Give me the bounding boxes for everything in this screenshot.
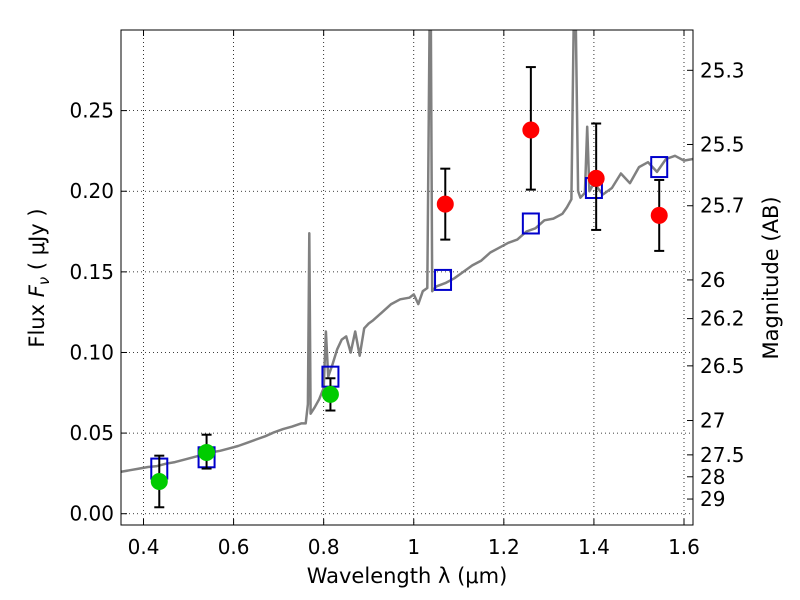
model-point-square: [521, 212, 540, 235]
data-point: [436, 195, 454, 213]
x-tick-label: 0.4: [128, 535, 160, 559]
x-tick-label: 1.4: [578, 535, 610, 559]
y-axis-title-prefix: Flux: [25, 297, 49, 347]
data-layer: [121, 30, 693, 480]
model-point-square: [434, 268, 453, 291]
data-point: [198, 443, 216, 461]
y2-tick-label: 27: [700, 409, 725, 433]
y2-tick-label: 25.5: [700, 132, 745, 156]
x-tick-label: 0.8: [308, 535, 340, 559]
data-point: [150, 472, 168, 490]
spectrum-line: [121, 30, 693, 474]
y-tick-label: 0.15: [69, 260, 114, 284]
x-tick-label: 1.6: [668, 535, 700, 559]
x-axis-title: Wavelength λ (μm): [307, 564, 508, 588]
x-tick-label: 1: [407, 535, 420, 559]
y2-tick-label: 29: [700, 487, 725, 511]
y-tick-label: 0.00: [69, 502, 114, 526]
y2-tick-label: 26.2: [700, 307, 745, 331]
y2-tick-label: 26.5: [700, 354, 745, 378]
y-tick-label: 0.10: [69, 340, 114, 364]
y2-tick-label: 25.7: [700, 194, 745, 218]
y2-tick-label: 26: [700, 268, 725, 292]
y-axis-title: Flux Fν ( μJy ): [25, 208, 53, 347]
data-point: [321, 385, 339, 403]
errorbar-layer: [150, 66, 668, 509]
data-point: [587, 169, 605, 187]
y-axis-title-F: F: [25, 284, 49, 297]
y-axis-title-suffix: ( μJy ): [25, 208, 49, 276]
grid: [121, 30, 693, 525]
plot-background: [121, 30, 693, 525]
x-tick-label: 0.6: [218, 535, 250, 559]
y2-axis-title: Magnitude (AB): [759, 196, 783, 359]
x-tick-label: 1.2: [488, 535, 520, 559]
data-point: [650, 206, 668, 224]
plot-frame: [120, 29, 694, 526]
ticks: 0.4 0.6 0.8 1 1.2 1.4 1.6 0.00 0.05 0.10 0.15 0.20 0…: [69, 30, 745, 559]
y-axis-title-nu: ν: [35, 277, 53, 285]
model-point-square: [650, 156, 669, 179]
y2-tick-label: 28: [700, 465, 725, 489]
y-tick-label: 0.05: [69, 421, 114, 445]
y-tick-label: 0.25: [69, 99, 114, 123]
y2-tick-label: 25.3: [700, 58, 745, 82]
y-tick-label: 0.20: [69, 179, 114, 203]
y2-tick-label: 27.5: [700, 443, 745, 467]
data-point: [522, 121, 540, 139]
